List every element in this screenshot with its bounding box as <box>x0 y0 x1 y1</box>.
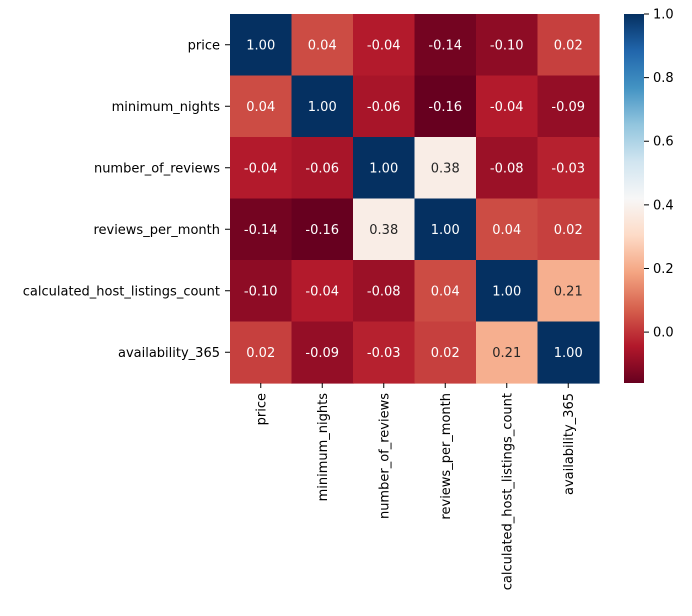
colorbar: 0.0 0.2 0.4 0.6 0.8 1.0 <box>624 8 674 383</box>
y-tick-label-0: price <box>188 38 220 53</box>
cell-value-r3-c0: -0.14 <box>244 223 278 238</box>
heatmap-cell-r3-c5 <box>537 198 600 261</box>
heatmap-cell-r1-c1 <box>291 75 354 138</box>
heatmap-cell-r4-c0 <box>230 260 293 323</box>
cell-value-r5-c0: 0.02 <box>246 346 275 361</box>
heatmap-cell-r3-c2 <box>353 198 416 261</box>
y-axis-tick-labels: price minimum_nights number_of_reviewsrevi… <box>23 38 230 361</box>
y-tick-label-3: reviews_per_month <box>93 223 220 238</box>
colorbar-tick-label-1: 0.2 <box>653 262 674 277</box>
cell-value-r0-c5: 0.02 <box>554 38 583 53</box>
heatmap-cell-r2-c3 <box>414 137 477 200</box>
x-tick-label-4: calculated_host_listings_count <box>500 393 515 590</box>
heatmap-cell-r0-c5 <box>537 14 600 77</box>
heatmap-cell-r0-c3 <box>414 14 477 77</box>
heatmap-cell-labels: 1.00 0.04 -0.04 -0.14 -0.10 0.02 0.04 1.00 -0.06… <box>244 38 585 361</box>
cell-value-r1-c2: -0.06 <box>367 100 401 115</box>
cell-value-r4-c0: -0.10 <box>244 284 278 299</box>
cell-value-r3-c2: 0.38 <box>369 223 398 238</box>
colorbar-tick-label-5: 1.0 <box>653 8 674 23</box>
heatmap-cell-r5-c2 <box>353 321 416 384</box>
heatmap-cell-r4-c2 <box>353 260 416 323</box>
x-tick-label-2: number_of_reviews <box>377 393 392 519</box>
cell-value-r5-c2: -0.03 <box>367 346 401 361</box>
cell-value-r5-c3: 0.02 <box>431 346 460 361</box>
heatmap-cell-r0-c2 <box>353 14 416 77</box>
heatmap-cell-r3-c3 <box>414 198 477 261</box>
heatmap-cell-r1-c5 <box>537 75 600 138</box>
heatmap-cell-r5-c0 <box>230 321 293 384</box>
cell-value-r0-c1: 0.04 <box>308 38 337 53</box>
y-tick-label-4: calculated_host_listings_count <box>23 284 220 299</box>
x-tick-label-3: reviews_per_month <box>439 393 454 520</box>
cell-value-r0-c2: -0.04 <box>367 38 401 53</box>
cell-value-r2-c0: -0.04 <box>244 161 278 176</box>
y-tick-label-2: number_of_reviews <box>94 161 220 176</box>
heatmap-cell-r0-c0 <box>230 14 293 77</box>
cell-value-r3-c5: 0.02 <box>554 223 583 238</box>
cell-value-r0-c3: -0.14 <box>428 38 462 53</box>
cell-value-r3-c4: 0.04 <box>492 223 521 238</box>
heatmap-cell-r4-c4 <box>476 260 539 323</box>
heatmap-cell-r5-c1 <box>291 321 354 384</box>
cell-value-r1-c5: -0.09 <box>551 100 585 115</box>
cell-value-r2-c5: -0.03 <box>551 161 585 176</box>
colorbar-gradient <box>624 14 644 383</box>
heatmap-cell-r3-c4 <box>476 198 539 261</box>
cell-value-r1-c4: -0.04 <box>490 100 524 115</box>
cell-value-r5-c5: 1.00 <box>554 346 583 361</box>
heatmap-cell-r0-c1 <box>291 14 354 77</box>
cell-value-r0-c4: -0.10 <box>490 38 524 53</box>
heatmap-cell-r3-c1 <box>291 198 354 261</box>
colorbar-tick-label-3: 0.6 <box>653 135 674 150</box>
colorbar-tick-label-2: 0.4 <box>653 198 674 213</box>
heatmap-cell-r5-c4 <box>476 321 539 384</box>
cell-value-r2-c2: 1.00 <box>369 161 398 176</box>
x-tick-label-0: price <box>254 393 269 425</box>
heatmap-cell-r2-c4 <box>476 137 539 200</box>
y-tick-label-1: minimum_nights <box>112 100 221 115</box>
heatmap-cell-r2-c2 <box>353 137 416 200</box>
y-tick-label-5: availability_365 <box>118 346 220 361</box>
cell-value-r3-c3: 1.00 <box>431 223 460 238</box>
cell-value-r3-c1: -0.16 <box>305 223 339 238</box>
colorbar-tick-label-0: 0.0 <box>653 326 674 341</box>
cell-value-r4-c4: 1.00 <box>492 284 521 299</box>
cell-value-r5-c4: 0.21 <box>492 346 521 361</box>
heatmap-cell-r4-c1 <box>291 260 354 323</box>
cell-value-r4-c5: 0.21 <box>554 284 583 299</box>
heatmap-cell-r5-c3 <box>414 321 477 384</box>
heatmap-cell-r1-c3 <box>414 75 477 138</box>
cell-value-r2-c4: -0.08 <box>490 161 524 176</box>
heatmap-cell-r3-c0 <box>230 198 293 261</box>
x-tick-label-1: minimum_nights <box>316 393 331 502</box>
heatmap-cell-r5-c5 <box>537 321 600 384</box>
heatmap-cell-r4-c3 <box>414 260 477 323</box>
cell-value-r1-c1: 1.00 <box>308 100 337 115</box>
heatmap-cell-r1-c0 <box>230 75 293 138</box>
heatmap-cell-r1-c2 <box>353 75 416 138</box>
colorbar-tick-label-4: 0.8 <box>653 71 674 86</box>
heatmap-cell-r0-c4 <box>476 14 539 77</box>
cell-value-r4-c3: 0.04 <box>431 284 460 299</box>
cell-value-r1-c3: -0.16 <box>428 100 462 115</box>
heatmap-cell-r2-c0 <box>230 137 293 200</box>
heatmap-cell-r2-c1 <box>291 137 354 200</box>
heatmap-cell-r4-c5 <box>537 260 600 323</box>
cell-value-r0-c0: 1.00 <box>246 38 275 53</box>
x-axis-tick-labels: price minimum_nights number_of_reviews revi… <box>254 383 577 590</box>
cell-value-r2-c3: 0.38 <box>431 161 460 176</box>
cell-value-r4-c1: -0.04 <box>305 284 339 299</box>
x-tick-label-5: availability_365 <box>562 393 577 495</box>
heatmap-cell-r1-c4 <box>476 75 539 138</box>
heatmap-cell-r2-c5 <box>537 137 600 200</box>
cell-value-r4-c2: -0.08 <box>367 284 401 299</box>
cell-value-r1-c0: 0.04 <box>246 100 275 115</box>
heatmap-cells <box>230 14 600 384</box>
cell-value-r2-c1: -0.06 <box>305 161 339 176</box>
cell-value-r5-c1: -0.09 <box>305 346 339 361</box>
